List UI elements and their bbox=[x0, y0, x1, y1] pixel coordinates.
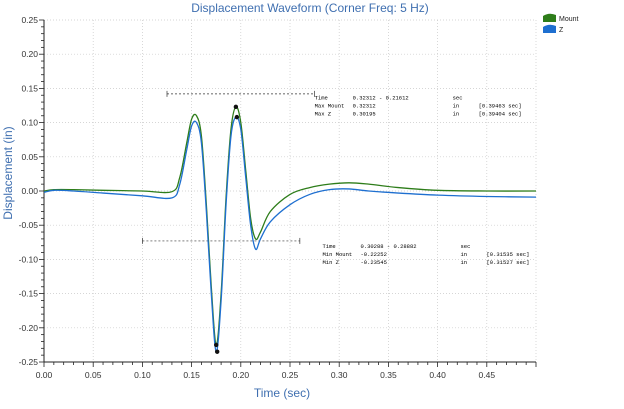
annotation-cell: in bbox=[460, 251, 467, 258]
annotation-cell: Min Z bbox=[322, 259, 339, 266]
x-tick-label: 0.45 bbox=[479, 370, 496, 380]
legend[interactable]: Mount Z bbox=[543, 13, 579, 34]
legend-item-z[interactable]: Z bbox=[543, 24, 564, 34]
y-tick-label: -0.15 bbox=[19, 289, 39, 299]
annotation-cell: 0.30195 bbox=[353, 110, 376, 117]
legend-label: Mount bbox=[559, 16, 579, 23]
y-tick-label: 0.00 bbox=[21, 186, 38, 196]
peak-marker bbox=[233, 104, 239, 110]
series-line-z bbox=[43, 116, 537, 353]
annotation-cell: Time bbox=[322, 243, 335, 250]
annotation-cell: [0.39404 sec] bbox=[479, 110, 522, 117]
peak-marker bbox=[214, 349, 220, 354]
series-lines bbox=[43, 106, 537, 353]
y-tick-label: -0.10 bbox=[19, 254, 39, 264]
y-tick-label: 0.25 bbox=[21, 15, 38, 25]
annotation-cell: Time bbox=[315, 94, 328, 101]
annotation-cell: [0.31527 sec] bbox=[486, 259, 529, 266]
x-tick-labels: 0.00 0.05 0.10 0.15 0.20 0.25 0.30 0.35 0.40 0.45 bbox=[36, 370, 496, 380]
y-tick-label: -0.20 bbox=[19, 323, 39, 333]
annotation-cell: in bbox=[453, 110, 460, 117]
x-tick-label: 0.35 bbox=[380, 370, 397, 380]
legend-item-mount[interactable]: Mount bbox=[543, 13, 579, 23]
range-markers bbox=[142, 90, 315, 244]
legend-swatch bbox=[543, 13, 556, 22]
y-tick-labels: 0.25 0.20 0.15 0.10 0.05 0.00 -0.05 -0.10 -0.15 -… bbox=[19, 15, 39, 367]
y-tick-label: -0.05 bbox=[19, 220, 39, 230]
x-axis-label: Time (sec) bbox=[254, 386, 310, 400]
x-tick-label: 0.05 bbox=[85, 370, 102, 380]
x-tick-label: 0.30 bbox=[331, 370, 348, 380]
y-axis-label: Displacement (in) bbox=[1, 126, 15, 219]
annotation-cell: [0.39463 sec] bbox=[479, 102, 522, 109]
legend-swatch bbox=[543, 24, 556, 33]
y-tick-label: 0.05 bbox=[21, 152, 38, 162]
peak-marker bbox=[214, 342, 219, 348]
annotation-cell: -0.23545 bbox=[360, 259, 386, 266]
annotation-cell: Max Z bbox=[315, 110, 332, 117]
annotation-cell: in bbox=[453, 102, 460, 109]
annotation-cell: Max Mount bbox=[315, 102, 345, 109]
x-tick-label: 0.20 bbox=[233, 370, 250, 380]
annotation-cell: sec bbox=[453, 94, 463, 101]
y-tick-label: -0.25 bbox=[19, 357, 39, 367]
peak-marker bbox=[234, 114, 240, 120]
annotation-cell: Min Mount bbox=[322, 251, 352, 258]
x-tick-label: 0.25 bbox=[282, 370, 299, 380]
y-tick-label: 0.20 bbox=[21, 49, 38, 59]
annotation-cell: [0.31535 sec] bbox=[486, 251, 529, 258]
annotation-cell: in bbox=[460, 259, 467, 266]
x-tick-label: 0.40 bbox=[429, 370, 446, 380]
annotation-cell: sec bbox=[460, 243, 470, 250]
annotation-cell: 0.32312 bbox=[353, 102, 376, 109]
peak-markers bbox=[214, 104, 240, 354]
chart-title: Displacement Waveform (Corner Freq: 5 Hz… bbox=[191, 1, 429, 15]
y-tick-label: 0.15 bbox=[21, 83, 38, 93]
x-tick-label: 0.15 bbox=[183, 370, 200, 380]
annotation-cell: 0.30288 - 0.28882 bbox=[360, 243, 416, 250]
annotation-cell: 0.32312 - 0.21612 bbox=[353, 94, 409, 101]
annotations: Time 0.32312 - 0.21612 sec Max Mount 0.32312… bbox=[315, 94, 530, 265]
annotation-cell: -0.22252 bbox=[360, 251, 386, 258]
x-tick-label: 0.00 bbox=[36, 370, 53, 380]
legend-label: Z bbox=[559, 27, 564, 34]
x-tick-label: 0.10 bbox=[134, 370, 151, 380]
y-tick-label: 0.10 bbox=[21, 118, 38, 128]
